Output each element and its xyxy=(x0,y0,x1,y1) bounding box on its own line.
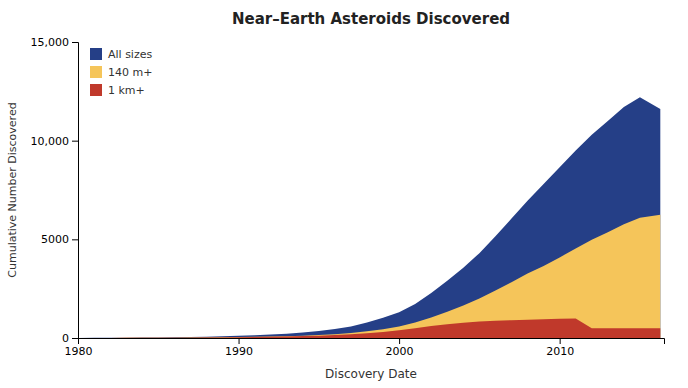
x-axis: 1980 1990 2000 2010 xyxy=(65,338,665,358)
y-tick: 0 xyxy=(62,332,78,345)
y-tick-mark xyxy=(72,338,78,339)
legend: All sizes 140 m+ 1 km+ xyxy=(90,48,152,97)
y-tick-label: 10,000 xyxy=(31,135,70,148)
area xyxy=(78,319,660,338)
x-tick-label: 2000 xyxy=(386,345,414,358)
x-tick-label: 2010 xyxy=(546,345,574,358)
marks xyxy=(78,97,660,338)
y-tick-label: 15,000 xyxy=(31,36,70,49)
y-tick: 15,000 xyxy=(31,36,79,49)
y-tick-mark xyxy=(72,239,78,240)
x-tick-mark xyxy=(560,338,561,344)
legend-swatch xyxy=(90,66,102,78)
y-axis-title: Cumulative Number Discovered xyxy=(6,102,19,277)
x-axis-line xyxy=(79,339,665,345)
x-tick: 2000 xyxy=(386,338,414,358)
legend-item: 1 km+ xyxy=(90,84,145,97)
y-tick-label: 0 xyxy=(62,332,69,345)
legend-swatch xyxy=(90,48,102,60)
legend-label: 1 km+ xyxy=(108,84,145,97)
chart: 1980 1990 2000 2010 0 5000 10,000 15,000 All siz… xyxy=(0,0,688,388)
legend-item: 140 m+ xyxy=(90,66,152,79)
x-tick: 1990 xyxy=(225,338,253,358)
area xyxy=(78,215,660,338)
y-tick-mark xyxy=(72,42,78,43)
legend-item: All sizes xyxy=(90,48,152,61)
x-tick-mark xyxy=(239,338,240,344)
area xyxy=(78,97,660,338)
y-tick-label: 5000 xyxy=(41,233,69,246)
y-tick: 5000 xyxy=(41,233,78,246)
x-axis-title: Discovery Date xyxy=(325,367,417,381)
legend-swatch xyxy=(90,84,102,96)
x-tick-mark xyxy=(399,338,400,344)
legend-label: All sizes xyxy=(108,48,152,61)
y-tick-mark xyxy=(72,141,78,142)
x-tick-label: 1990 xyxy=(225,345,253,358)
title: Near–Earth Asteroids Discovered xyxy=(232,10,510,28)
x-tick: 2010 xyxy=(546,338,574,358)
plot-area: 1980 1990 2000 2010 0 5000 10,000 15,000 All siz… xyxy=(31,36,665,358)
y-axis-line xyxy=(72,43,79,339)
y-tick: 10,000 xyxy=(31,135,79,148)
x-tick-label: 1980 xyxy=(65,345,93,358)
y-axis: 0 5000 10,000 15,000 xyxy=(31,36,79,345)
legend-label: 140 m+ xyxy=(108,66,152,79)
